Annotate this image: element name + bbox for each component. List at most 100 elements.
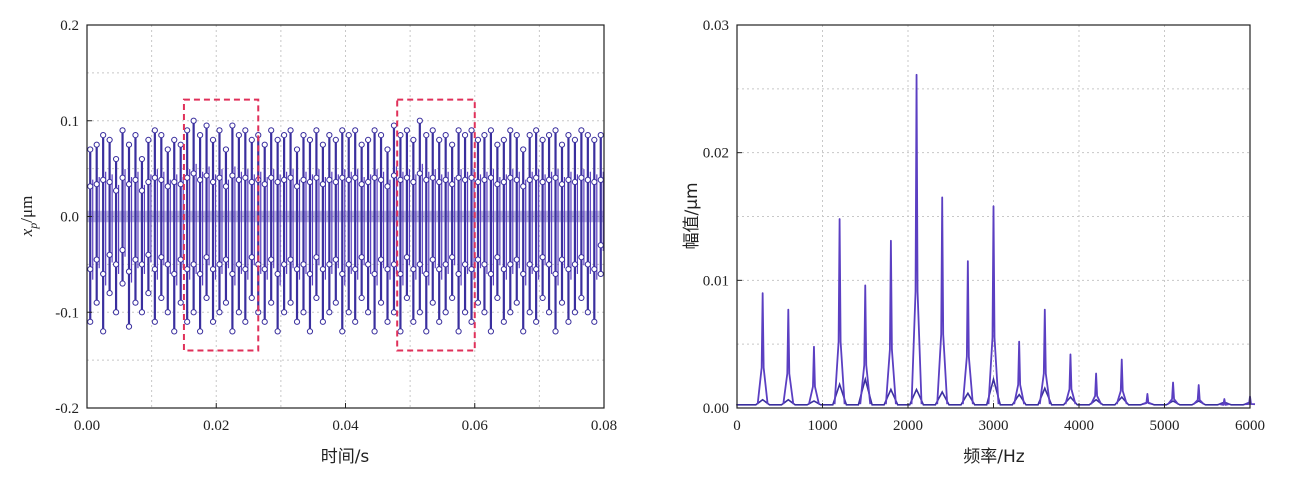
left-marker bbox=[377, 299, 385, 306]
left-marker bbox=[545, 176, 553, 183]
left-marker bbox=[474, 256, 482, 263]
left-marker bbox=[184, 174, 191, 181]
left-marker bbox=[171, 328, 178, 335]
left-marker bbox=[196, 176, 204, 183]
left-marker bbox=[293, 266, 301, 273]
left-marker bbox=[352, 266, 359, 273]
left-marker bbox=[533, 318, 540, 325]
left-marker bbox=[319, 266, 326, 273]
left-marker bbox=[293, 318, 301, 325]
left-marker bbox=[132, 176, 139, 183]
left-marker bbox=[436, 266, 443, 273]
left-marker bbox=[358, 181, 365, 188]
left-marker bbox=[119, 246, 126, 254]
left-marker bbox=[332, 299, 339, 306]
frequency-spectrum-chart: 0 1000 2000 3000 4000 5000 6000 0.000.010.020.… bbox=[682, 18, 1265, 467]
left-y-tick-label: -0.2 bbox=[55, 401, 79, 417]
left-marker bbox=[513, 132, 520, 139]
left-marker bbox=[513, 176, 520, 183]
left-marker bbox=[436, 136, 443, 143]
left-marker bbox=[306, 178, 314, 186]
left-marker bbox=[591, 178, 598, 186]
left-marker bbox=[384, 146, 391, 153]
left-marker bbox=[190, 117, 197, 124]
right-spectrum-peak bbox=[1142, 393, 1153, 406]
right-y-tick-label: 0.01 bbox=[703, 273, 729, 289]
left-marker bbox=[332, 178, 339, 186]
left-marker bbox=[203, 122, 210, 129]
right-spectrum-peak bbox=[961, 260, 974, 405]
left-marker bbox=[119, 280, 126, 287]
left-marker bbox=[507, 309, 514, 316]
left-marker bbox=[390, 172, 398, 179]
left-marker bbox=[494, 254, 501, 261]
left-marker bbox=[565, 266, 572, 273]
left-marker bbox=[533, 266, 540, 273]
left-marker bbox=[474, 299, 482, 306]
left-marker bbox=[423, 176, 430, 183]
left-marker bbox=[371, 270, 378, 278]
left-marker bbox=[403, 254, 410, 261]
left-marker bbox=[274, 136, 281, 143]
left-marker bbox=[403, 127, 410, 134]
left-x-tick-label: 0.00 bbox=[74, 418, 100, 434]
left-marker bbox=[326, 176, 333, 183]
left-x-tick-label: 0.06 bbox=[462, 418, 489, 434]
left-marker bbox=[423, 132, 430, 139]
time-domain-chart: 0.00 0.02 0.04 0.06 0.08 -0.2 -0.1 0.0 0.1 0.2 时… bbox=[17, 18, 617, 467]
left-marker bbox=[242, 127, 249, 134]
left-marker bbox=[100, 176, 107, 183]
left-marker bbox=[345, 261, 352, 268]
left-marker bbox=[449, 141, 456, 148]
left-marker bbox=[539, 136, 546, 143]
left-marker bbox=[332, 136, 339, 143]
left-marker bbox=[481, 261, 488, 268]
right-spectrum-peak bbox=[859, 284, 872, 405]
left-marker bbox=[313, 294, 320, 301]
left-marker bbox=[151, 174, 158, 181]
left-marker bbox=[209, 266, 217, 273]
left-y-axis-unit: /μm bbox=[17, 196, 36, 223]
left-marker bbox=[481, 176, 488, 183]
left-highlight-box bbox=[182, 98, 260, 352]
left-marker bbox=[377, 132, 385, 139]
left-marker bbox=[410, 178, 417, 186]
left-marker bbox=[184, 266, 191, 273]
left-marker bbox=[164, 309, 171, 316]
left-marker bbox=[216, 261, 223, 268]
left-marker bbox=[545, 261, 553, 268]
left-marker bbox=[158, 254, 165, 261]
left-marker bbox=[112, 187, 120, 194]
left-marker bbox=[449, 254, 456, 261]
left-marker bbox=[132, 299, 139, 306]
left-marker bbox=[132, 256, 139, 263]
left-marker bbox=[539, 178, 546, 186]
right-spectrum-peak bbox=[1219, 398, 1230, 406]
left-x-tick-label: 0.04 bbox=[332, 418, 359, 434]
left-marker bbox=[565, 132, 572, 139]
left-marker bbox=[332, 256, 339, 263]
right-spectrum-peak bbox=[808, 345, 820, 405]
left-marker bbox=[436, 318, 443, 325]
left-marker bbox=[326, 261, 333, 268]
left-marker bbox=[552, 127, 559, 134]
left-y-tick-label: 0.0 bbox=[60, 210, 79, 226]
left-marker bbox=[365, 261, 372, 268]
left-marker bbox=[552, 270, 559, 278]
left-marker bbox=[558, 181, 566, 188]
right-spectrum-peak bbox=[1167, 381, 1179, 405]
left-marker bbox=[377, 176, 385, 183]
left-marker bbox=[481, 132, 488, 139]
left-marker bbox=[565, 318, 572, 325]
left-marker bbox=[487, 270, 495, 278]
left-marker bbox=[513, 256, 520, 263]
left-marker bbox=[132, 132, 139, 139]
left-marker bbox=[584, 176, 591, 183]
left-marker bbox=[268, 127, 275, 134]
left-marker bbox=[520, 328, 527, 335]
left-marker bbox=[184, 127, 191, 134]
left-marker bbox=[164, 146, 171, 153]
left-x-axis-label: 时间/s bbox=[321, 447, 370, 467]
left-marker bbox=[533, 174, 540, 181]
left-marker bbox=[461, 176, 469, 183]
